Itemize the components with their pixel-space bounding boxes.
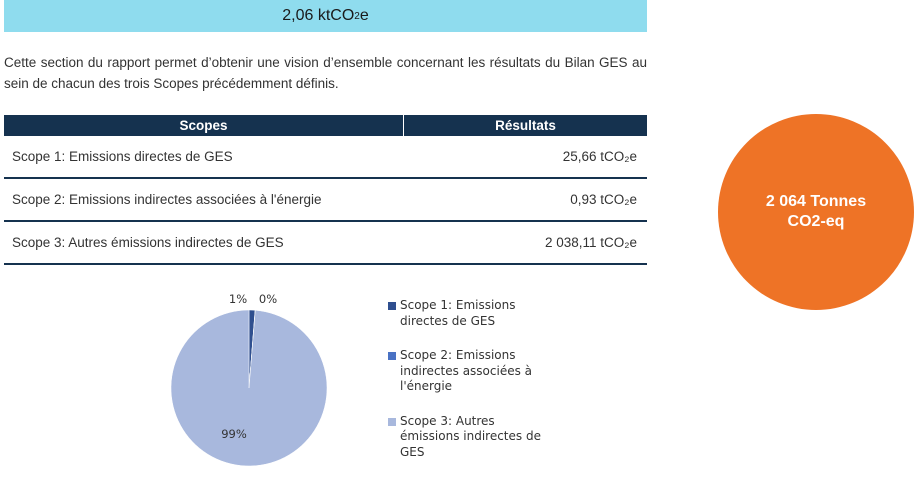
- legend-label: Scope 2: Emissions indirectes associées …: [400, 348, 533, 393]
- banner-value: 2,06 ktCO: [282, 7, 355, 24]
- result-cell: 0,93 tCO₂e: [403, 178, 647, 222]
- legend-swatch: [388, 417, 396, 426]
- pie-slice: [170, 309, 328, 467]
- result-cell: 25,66 tCO₂e: [403, 136, 647, 179]
- legend-label: Scope 3: Autres émissions indirectes de …: [400, 413, 541, 459]
- scope-cell: Scope 1: Emissions directes de GES: [4, 136, 404, 179]
- legend-item: Scope 2: Emissions indirectes associées …: [388, 348, 548, 395]
- banner-subscript: 2: [354, 10, 360, 22]
- pie-data-label: 99%: [221, 427, 247, 441]
- total-emissions-circle: 2 064 Tonnes CO2-eq: [718, 114, 914, 310]
- header-scopes: Scopes: [4, 115, 404, 136]
- legend-swatch: [388, 352, 396, 360]
- pie-legend: Scope 1: Emissions directes de GES Scope…: [388, 298, 548, 479]
- total-banner: 2,06 ktCO 2 e: [4, 0, 647, 32]
- pie-data-label: 1%: [229, 292, 247, 306]
- table-row: Scope 1: Emissions directes de GES 25,66…: [4, 136, 647, 179]
- table-row: Scope 2: Emissions indirectes associées …: [4, 178, 647, 222]
- pie-data-label: 0%: [259, 292, 277, 306]
- circle-line-2: CO2-eq: [787, 213, 845, 230]
- scope-pie-chart: 1% 0% 99%: [170, 292, 328, 467]
- scope-cell: Scope 3: Autres émissions indirectes de …: [4, 221, 404, 265]
- legend-item: Scope 3: Autres émissions indirectes de …: [388, 414, 548, 461]
- intro-paragraph: Cette section du rapport permet d’obteni…: [4, 55, 647, 91]
- results-table: Scopes Résultats Scope 1: Emissions dire…: [4, 115, 647, 265]
- table-header-row: Scopes Résultats: [4, 115, 647, 136]
- legend-label: Scope 1: Emissions directes de GES: [400, 298, 516, 328]
- legend-swatch: [388, 302, 396, 310]
- table-row: Scope 3: Autres émissions indirectes de …: [4, 221, 647, 265]
- legend-item: Scope 1: Emissions directes de GES: [388, 298, 548, 329]
- scope-cell: Scope 2: Emissions indirectes associées …: [4, 178, 404, 222]
- circle-line-1: 2 064 Tonnes: [765, 193, 867, 210]
- header-results: Résultats: [403, 115, 647, 136]
- result-cell: 2 038,11 tCO₂e: [403, 221, 647, 265]
- banner-suffix: e: [359, 7, 369, 24]
